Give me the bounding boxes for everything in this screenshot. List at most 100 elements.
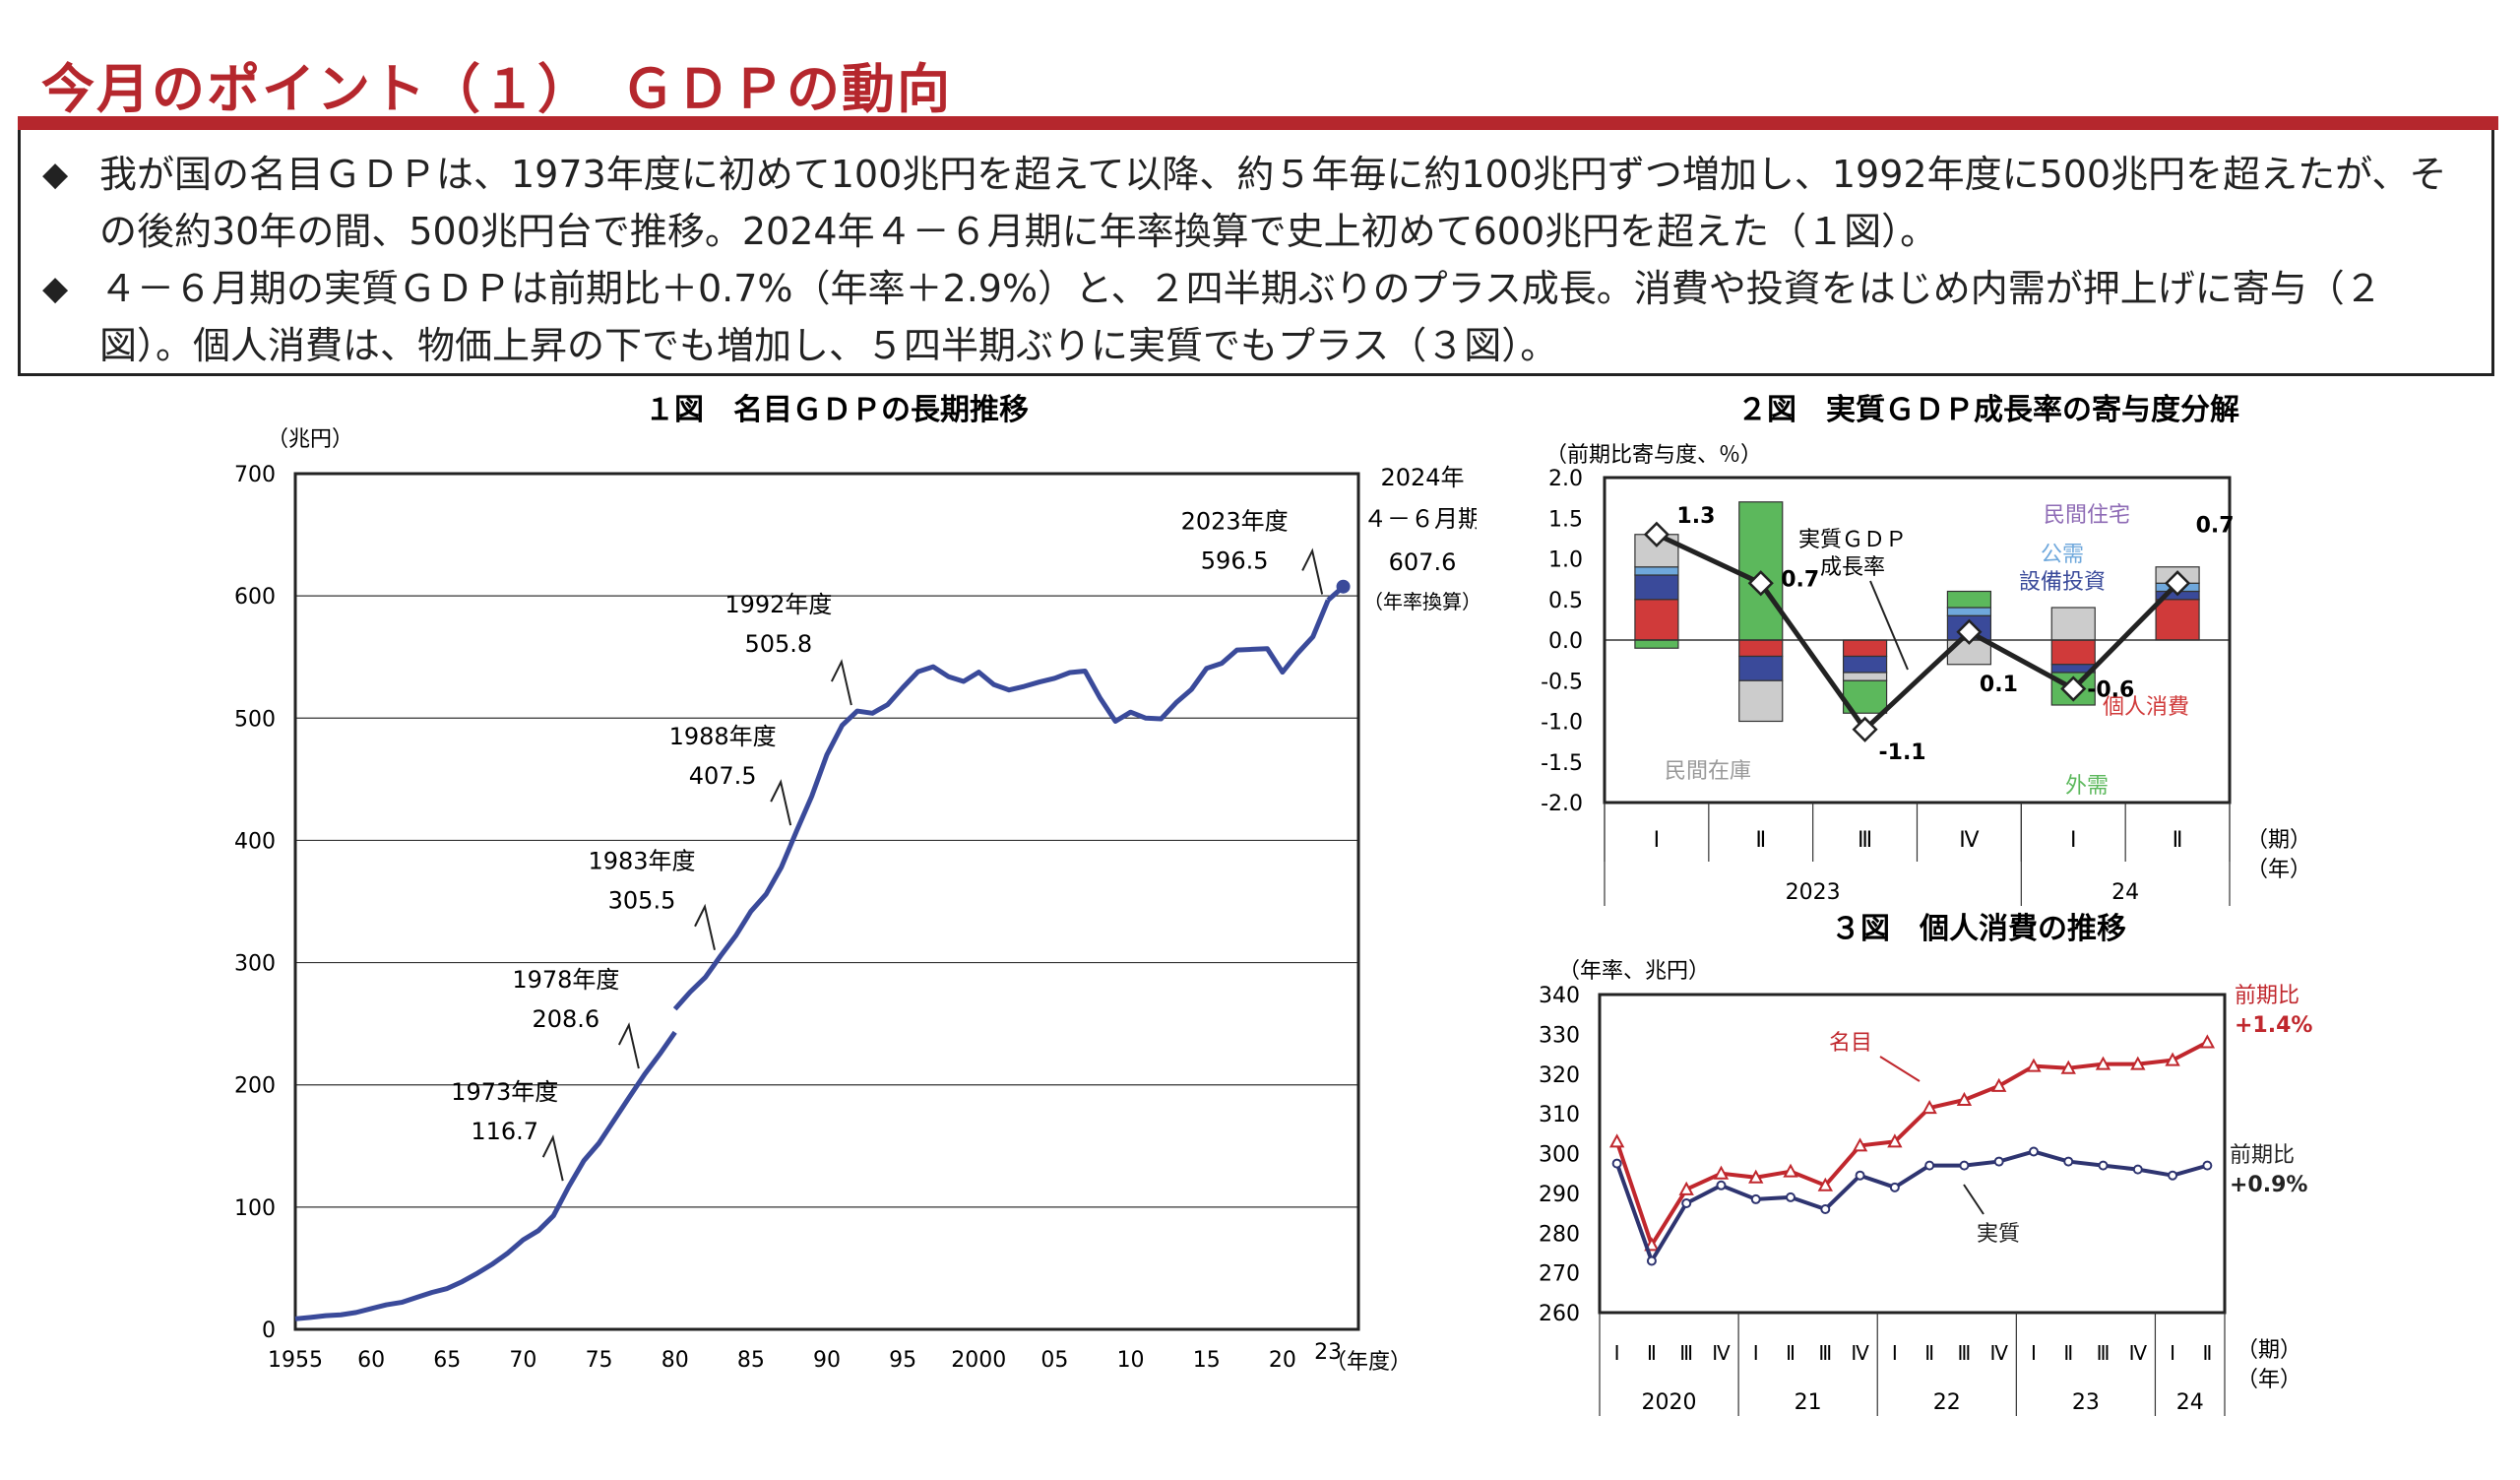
component-label: 公需: [2041, 543, 2084, 567]
year-unit-label: （年）: [2236, 1368, 2301, 1392]
line-label-arrow: [1869, 580, 1909, 671]
year-label: 24: [2176, 1390, 2204, 1415]
contribution-bar: [1842, 639, 1888, 658]
annotation-label: 1992年度: [724, 591, 832, 618]
summary-text: 我が国の名目ＧＤＰは、1973年度に初めて100兆円を超えて以降、約５年毎に約1…: [99, 153, 2447, 253]
y-tick-label: 280: [1539, 1222, 1580, 1247]
series-point: [2168, 1170, 2178, 1181]
series-point: [1713, 1165, 1730, 1180]
x-tick-label: 2000: [951, 1348, 1006, 1373]
growth-rate-label: 0.1: [1980, 673, 2018, 697]
end-label: +1.4%: [2235, 1013, 2312, 1038]
q2-annotation-year: 2024年: [1380, 464, 1464, 491]
x-tick-label: Ⅰ: [1614, 1341, 1620, 1365]
contribution-bar: [1946, 607, 1992, 616]
annotation-leader: [694, 903, 716, 950]
annotation-value: 596.5: [1201, 547, 1269, 574]
x-tick-label: Ⅳ: [1851, 1341, 1869, 1365]
contribution-bar: [1738, 639, 1784, 658]
year-label: 23: [2072, 1390, 2100, 1415]
annotation-value: 407.5: [689, 762, 757, 790]
x-tick-label: 10: [1117, 1348, 1145, 1373]
title-divider: [18, 116, 2498, 130]
annotation-label: 1973年度: [451, 1078, 558, 1106]
summary-bullet: ◆ ４－６月期の実質ＧＤＰは前期比＋0.7%（年率＋2.9%）と、２四半期ぶりの…: [42, 260, 2474, 374]
series-point: [1681, 1197, 1692, 1208]
growth-rate-label: -0.6: [2087, 678, 2134, 703]
gdp-line: [672, 599, 1331, 1011]
contribution-bar: [1634, 566, 1679, 576]
x-tick-label: 60: [357, 1348, 385, 1373]
plot-frame: [293, 472, 1360, 1331]
year-label: 21: [1795, 1390, 1822, 1415]
diamond-bullet-icon: ◆: [42, 155, 69, 194]
series-point: [2098, 1160, 2109, 1171]
x-tick-label: Ⅲ: [1958, 1341, 1972, 1365]
x-tick-label: Ⅱ: [2063, 1341, 2073, 1365]
y-tick-label: 340: [1539, 984, 1580, 1008]
growth-rate-point: [1643, 521, 1670, 547]
x-tick-label: Ⅰ: [2070, 828, 2077, 853]
y-tick-label: -2.0: [1541, 792, 1583, 816]
y-tick-label: 300: [1539, 1143, 1580, 1168]
series-point: [2060, 1060, 2076, 1074]
growth-rate-point: [1747, 570, 1774, 597]
x-tick-label: Ⅰ: [2031, 1341, 2037, 1365]
x-tick-label: Ⅲ: [1679, 1341, 1693, 1365]
annotation-leader: [830, 659, 852, 706]
growth-rate-label: 0.7: [2196, 513, 2235, 538]
y-tick-label: 0.5: [1548, 589, 1583, 613]
annotation-label: 1983年度: [588, 848, 695, 875]
x-tick-label: 1955: [268, 1348, 323, 1373]
x-tick-label: 80: [662, 1348, 689, 1373]
series-line: [1614, 1040, 2209, 1248]
component-label: 個人消費: [2103, 695, 2189, 720]
series-point: [1678, 1181, 1694, 1195]
x-tick-label: 05: [1040, 1348, 1068, 1373]
growth-rate-point: [2165, 570, 2191, 597]
contribution-bar: [2155, 599, 2200, 641]
growth-rate-point: [1956, 618, 1983, 645]
x-tick-label: Ⅳ: [2129, 1341, 2148, 1365]
series-point: [1820, 1204, 1831, 1215]
y-tick-label: 600: [234, 585, 276, 610]
x-unit-label: （期）: [2236, 1338, 2301, 1363]
series-name-label: 名目: [1829, 1031, 1872, 1056]
series-point: [1993, 1156, 2004, 1167]
end-label: 前期比: [2235, 984, 2300, 1008]
annotation-value: 305.5: [608, 887, 676, 915]
x-tick-label: 75: [586, 1348, 613, 1373]
y-tick-label: 290: [1539, 1183, 1580, 1207]
y-tick-label: 270: [1539, 1262, 1580, 1287]
year-unit-label: （年）: [2246, 858, 2311, 882]
series-point: [2202, 1160, 2213, 1171]
series-point: [1750, 1193, 1761, 1204]
end-label: +0.9%: [2230, 1173, 2307, 1197]
series-point: [1608, 1133, 1625, 1148]
annotation-label: 1988年度: [669, 723, 777, 750]
annotation-value: 505.8: [744, 630, 812, 658]
x-tick-label: Ⅱ: [2173, 828, 2183, 853]
series-point: [2028, 1146, 2039, 1157]
series-point: [1852, 1137, 1868, 1152]
y-tick-label: 400: [234, 829, 276, 854]
annotation-label: 1978年度: [512, 966, 619, 994]
contribution-bar: [1738, 655, 1784, 681]
growth-rate-label: 0.7: [1781, 567, 1819, 592]
contribution-bar: [1738, 679, 1784, 723]
x-tick-label: Ⅱ: [1647, 1341, 1657, 1365]
series-point: [1956, 1091, 1973, 1106]
contribution-bar: [2050, 607, 2096, 641]
series-point: [2095, 1056, 2111, 1070]
series-point: [1611, 1158, 1622, 1169]
q2-annotation-value: 607.6: [1389, 548, 1457, 576]
x-tick-label: Ⅱ: [1755, 828, 1766, 853]
annotation-value: 116.7: [471, 1118, 538, 1145]
annotation-label: 2023年度: [1181, 507, 1289, 535]
series-point: [1922, 1099, 1937, 1115]
gdp-line-old-basis: [294, 1030, 677, 1321]
y-tick-label: 1.5: [1548, 507, 1583, 532]
contribution-bar: [2050, 639, 2096, 666]
y-axis-label: （前期比寄与度、％）: [1545, 443, 1762, 468]
x-tick-label: 20: [1269, 1348, 1296, 1373]
